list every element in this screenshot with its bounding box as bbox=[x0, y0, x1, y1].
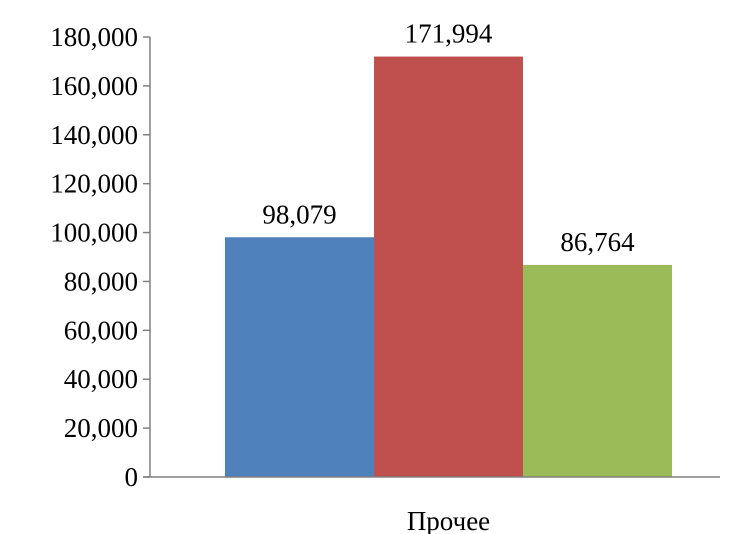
y-tick-label: 80,000 bbox=[64, 266, 138, 296]
y-tick-label: 20,000 bbox=[64, 413, 138, 443]
y-tick-label: 140,000 bbox=[50, 120, 138, 150]
y-tick-label: 120,000 bbox=[50, 169, 138, 199]
y-tick-label: 40,000 bbox=[64, 364, 138, 394]
bar-3 bbox=[523, 264, 672, 477]
bar-1 bbox=[225, 237, 374, 477]
bars-layer bbox=[225, 56, 672, 477]
y-axis-ticks: 0 20,000 40,000 60,000 80,000 100,000 120,000 1… bbox=[50, 22, 150, 492]
bar-value-label: 98,079 bbox=[262, 199, 336, 229]
x-category-label: Прочее bbox=[407, 506, 490, 534]
bar-value-label: 86,764 bbox=[560, 227, 635, 257]
bar-2 bbox=[374, 56, 523, 477]
bar-value-label: 171,994 bbox=[405, 19, 493, 49]
y-tick-label: 160,000 bbox=[50, 71, 138, 101]
data-labels: 98,079 171,994 86,764 bbox=[262, 19, 635, 257]
y-tick-label: 0 bbox=[125, 462, 139, 492]
category-labels: Прочее bbox=[407, 506, 490, 534]
axes-layer bbox=[143, 37, 720, 478]
y-tick-label: 60,000 bbox=[64, 315, 138, 345]
y-tick-label: 100,000 bbox=[50, 218, 138, 248]
y-tick-label: 180,000 bbox=[50, 22, 138, 52]
